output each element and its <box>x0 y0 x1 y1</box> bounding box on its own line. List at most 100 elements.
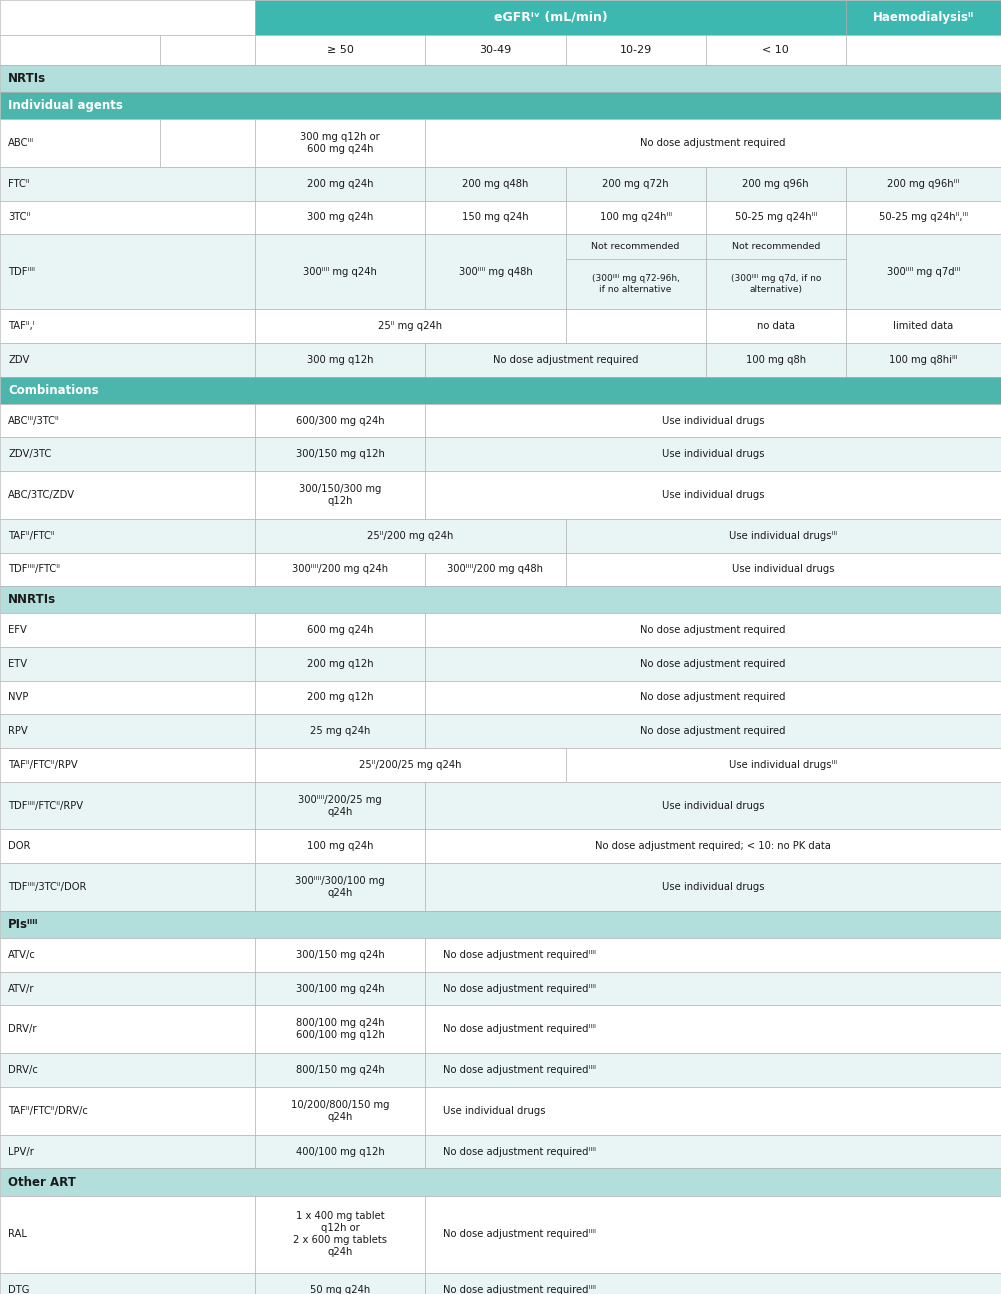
Text: No dose adjustment requiredᴵᴵᴵᴵ: No dose adjustment requiredᴵᴵᴵᴵ <box>443 1229 597 1240</box>
Bar <box>255 1196 425 1273</box>
Bar <box>255 234 425 309</box>
Bar <box>706 259 846 309</box>
Bar <box>425 681 1001 714</box>
Bar <box>0 471 255 519</box>
Text: Combinations: Combinations <box>8 383 99 397</box>
Bar <box>846 309 1001 343</box>
Text: 200 mg q72h: 200 mg q72h <box>603 179 669 189</box>
Bar <box>0 972 255 1005</box>
Text: DOR: DOR <box>8 841 30 851</box>
Bar <box>0 553 255 586</box>
Bar <box>846 201 1001 234</box>
Bar <box>706 309 846 343</box>
Bar <box>0 343 255 377</box>
Text: 50-25 mg q24hᴵᴵ,ᴵᴵᴵ: 50-25 mg q24hᴵᴵ,ᴵᴵᴵ <box>879 212 968 223</box>
Text: No dose adjustment requiredᴵᴵᴵᴵ: No dose adjustment requiredᴵᴵᴵᴵ <box>443 1065 597 1075</box>
Bar <box>255 972 425 1005</box>
Bar <box>425 938 1001 972</box>
Bar <box>0 519 255 553</box>
Text: 25ᴵᴵ/200/25 mg q24h: 25ᴵᴵ/200/25 mg q24h <box>359 760 461 770</box>
Text: Haemodialysisᴵᴵ: Haemodialysisᴵᴵ <box>873 10 974 25</box>
Bar <box>0 714 255 748</box>
Text: ABCᴵᴵᴵ: ABCᴵᴵᴵ <box>8 138 34 148</box>
Text: No dose adjustment requiredᴵᴵᴵᴵ: No dose adjustment requiredᴵᴵᴵᴵ <box>443 983 597 994</box>
Text: 25ᴵᴵ mg q24h: 25ᴵᴵ mg q24h <box>378 321 442 331</box>
Text: 100 mg q8hiᴵᴵᴵ: 100 mg q8hiᴵᴵᴵ <box>889 355 958 365</box>
Text: TDFᴵᴵᴵᴵ/FTCᴵᴵ: TDFᴵᴵᴵᴵ/FTCᴵᴵ <box>8 564 60 575</box>
Bar <box>255 681 425 714</box>
Text: 600/300 mg q24h: 600/300 mg q24h <box>296 415 384 426</box>
Bar <box>425 647 1001 681</box>
Bar <box>425 1005 1001 1053</box>
Bar <box>0 167 255 201</box>
Text: eGFRᴵᵛ (mL/min): eGFRᴵᵛ (mL/min) <box>493 10 608 25</box>
Bar <box>255 1087 425 1135</box>
Bar <box>255 471 425 519</box>
Text: ZDV/3TC: ZDV/3TC <box>8 449 51 459</box>
Bar <box>255 1135 425 1168</box>
Text: 50-25 mg q24hᴵᴵᴵ: 50-25 mg q24hᴵᴵᴵ <box>735 212 817 223</box>
Bar <box>0 92 1001 119</box>
Bar <box>255 343 425 377</box>
Bar <box>0 119 160 167</box>
Bar <box>425 119 1001 167</box>
Bar <box>566 201 706 234</box>
Text: DRV/c: DRV/c <box>8 1065 38 1075</box>
Text: 25 mg q24h: 25 mg q24h <box>310 726 370 736</box>
Bar <box>0 35 160 65</box>
Text: ATV/r: ATV/r <box>8 983 34 994</box>
Bar <box>255 519 566 553</box>
Text: 300 mg q12h: 300 mg q12h <box>307 355 373 365</box>
Bar <box>425 201 566 234</box>
Text: 200 mg q12h: 200 mg q12h <box>307 692 373 703</box>
Bar <box>425 829 1001 863</box>
Text: No dose adjustment required; < 10: no PK data: No dose adjustment required; < 10: no PK… <box>596 841 831 851</box>
Text: 30-49: 30-49 <box>479 45 512 54</box>
Bar <box>706 343 846 377</box>
Bar <box>846 0 1001 35</box>
Text: Use individual drugs: Use individual drugs <box>662 449 765 459</box>
Bar <box>160 119 255 167</box>
Bar <box>566 748 1001 782</box>
Bar <box>0 65 1001 92</box>
Text: 200 mg q12h: 200 mg q12h <box>307 659 373 669</box>
Text: NVP: NVP <box>8 692 28 703</box>
Text: LPV/r: LPV/r <box>8 1146 34 1157</box>
Text: 200 mg q24h: 200 mg q24h <box>307 179 373 189</box>
Text: NNRTIs: NNRTIs <box>8 593 56 607</box>
Bar <box>255 0 846 35</box>
Text: NRTIs: NRTIs <box>8 71 46 85</box>
Bar <box>0 437 255 471</box>
Text: ABCᴵᴵᴵ/3TCᴵᴵ: ABCᴵᴵᴵ/3TCᴵᴵ <box>8 415 60 426</box>
Text: No dose adjustment requiredᴵᴵᴵᴵ: No dose adjustment requiredᴵᴵᴵᴵ <box>443 1025 597 1034</box>
Bar <box>0 829 255 863</box>
Bar <box>0 201 255 234</box>
Bar <box>566 167 706 201</box>
Bar <box>566 35 706 65</box>
Text: Use individual drugs: Use individual drugs <box>443 1106 546 1115</box>
Bar <box>0 309 255 343</box>
Bar <box>255 714 425 748</box>
Text: TAFᴵᴵ/FTCᴵᴵ: TAFᴵᴵ/FTCᴵᴵ <box>8 531 55 541</box>
Bar <box>706 201 846 234</box>
Bar <box>566 259 706 309</box>
Bar <box>255 1273 425 1294</box>
Bar <box>566 234 706 259</box>
Text: 300ᴵᴵᴵᴵ mg q7dᴵᴵᴵ: 300ᴵᴵᴵᴵ mg q7dᴵᴵᴵ <box>887 267 960 277</box>
Bar <box>255 748 566 782</box>
Text: (300ᴵᴵᴵᴵ mg q72-96h,
if no alternative: (300ᴵᴵᴵᴵ mg q72-96h, if no alternative <box>592 274 680 294</box>
Bar <box>566 519 1001 553</box>
Bar <box>425 167 566 201</box>
Text: Use individual drugsᴵᴵᴵ: Use individual drugsᴵᴵᴵ <box>729 531 838 541</box>
Text: PIsᴵᴵᴵᴵ: PIsᴵᴵᴵᴵ <box>8 917 38 932</box>
Bar <box>425 714 1001 748</box>
Text: RPV: RPV <box>8 726 28 736</box>
Text: ≥ 50: ≥ 50 <box>327 45 353 54</box>
Text: < 10: < 10 <box>763 45 789 54</box>
Bar <box>0 613 255 647</box>
Text: 300/150 mg q24h: 300/150 mg q24h <box>296 950 384 960</box>
Text: No dose adjustment requiredᴵᴵᴵᴵ: No dose adjustment requiredᴵᴵᴵᴵ <box>443 950 597 960</box>
Bar <box>425 1053 1001 1087</box>
Bar <box>0 863 255 911</box>
Bar <box>0 1005 255 1053</box>
